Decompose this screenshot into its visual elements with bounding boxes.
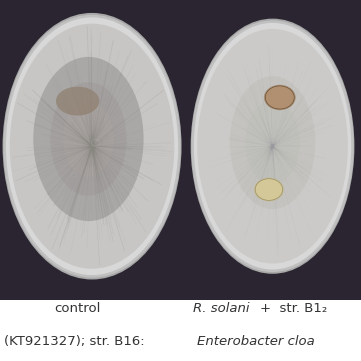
Ellipse shape xyxy=(254,178,284,201)
Ellipse shape xyxy=(245,100,300,185)
Ellipse shape xyxy=(56,87,99,116)
Ellipse shape xyxy=(3,13,182,279)
Ellipse shape xyxy=(63,101,114,177)
Ellipse shape xyxy=(230,76,315,209)
Text: control: control xyxy=(55,302,101,315)
Text: (KT921327); str. B16:: (KT921327); str. B16: xyxy=(4,335,148,348)
Ellipse shape xyxy=(265,86,294,109)
Text: +  str. B1₂: + str. B1₂ xyxy=(260,302,327,315)
Text: R. solani: R. solani xyxy=(193,302,250,315)
Ellipse shape xyxy=(197,29,348,264)
Ellipse shape xyxy=(255,179,283,200)
Ellipse shape xyxy=(191,19,355,274)
Ellipse shape xyxy=(264,85,296,110)
FancyBboxPatch shape xyxy=(0,0,361,300)
Ellipse shape xyxy=(5,16,179,277)
Ellipse shape xyxy=(50,82,127,196)
Ellipse shape xyxy=(10,24,174,269)
Ellipse shape xyxy=(33,57,144,221)
Ellipse shape xyxy=(193,22,352,271)
Text: Enterobacter cloa: Enterobacter cloa xyxy=(197,335,314,348)
